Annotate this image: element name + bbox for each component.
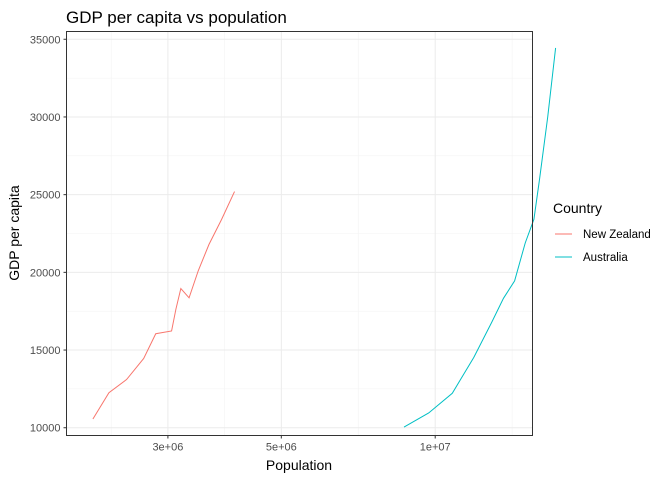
series-line-new-zealand [92, 191, 235, 420]
plot-panel [66, 31, 533, 436]
y-axis-title: GDP per capita [6, 185, 22, 281]
y-tick-label: 35000 [30, 34, 61, 46]
y-tick-label: 15000 [30, 345, 61, 357]
series-line-australia [403, 47, 557, 428]
x-tick-label: 3e+06 [152, 442, 183, 454]
legend-label-australia: Australia [583, 252, 628, 264]
legend-label-new-zealand: New Zealand [583, 229, 651, 241]
y-tick-label: 25000 [30, 190, 61, 202]
legend-title: Country [553, 200, 602, 216]
y-tick-label: 20000 [30, 267, 61, 279]
series-layer [92, 47, 557, 428]
x-axis-title: Population [266, 457, 332, 473]
legend: Country New Zealand Australia [553, 200, 651, 264]
axis-ticks: 10000 15000 20000 25000 30000 35000 3e+06 5e+06… [30, 34, 451, 453]
grid-lines [66, 31, 533, 436]
x-tick-label: 1e+07 [420, 442, 451, 454]
y-tick-label: 10000 [30, 423, 61, 435]
y-tick-label: 30000 [30, 112, 61, 124]
x-tick-label: 5e+06 [266, 442, 297, 454]
chart-title: GDP per capita vs population [66, 8, 287, 27]
